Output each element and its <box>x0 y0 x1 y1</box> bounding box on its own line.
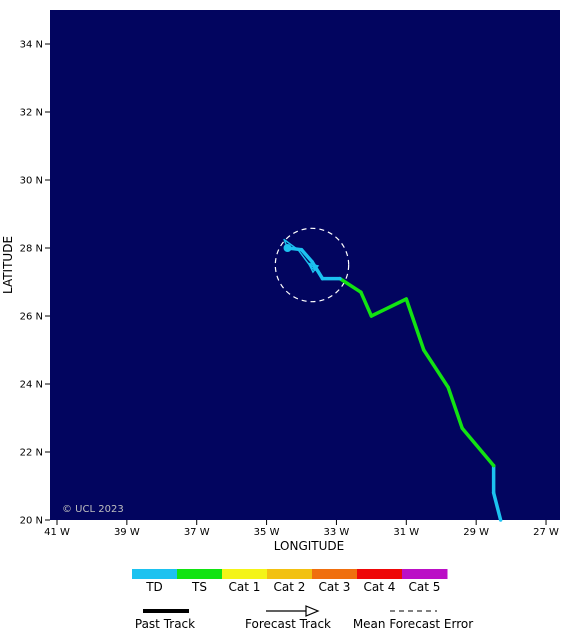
legend-label-cat-2: Cat 2 <box>274 580 306 594</box>
legend-swatch-td <box>132 569 178 579</box>
forecast-track-line <box>283 238 320 273</box>
past-track-segment <box>446 385 464 430</box>
x-tick-label: 35 W <box>254 527 280 538</box>
ocean-background <box>50 10 560 520</box>
y-tick-label: 30 N <box>20 176 43 187</box>
past-track-segment <box>369 297 409 318</box>
past-track-layer <box>283 244 503 522</box>
y-axis-ticks: 20 N 22 N 24 N 26 N 28 N 30 N 32 N 34 N <box>20 40 50 527</box>
x-tick-label: 41 W <box>44 527 70 538</box>
legend-label-cat-1: Cat 1 <box>229 580 261 594</box>
x-tick-label: 31 W <box>393 527 419 538</box>
forecast-track-layer <box>283 238 320 274</box>
x-tick-label: 27 W <box>533 527 559 538</box>
map-plot-area: 41 W 39 W 37 W 35 W 33 W 31 W 29 W 27 W 20 N 22 … <box>20 10 560 538</box>
legend-label-cat-5: Cat 5 <box>409 580 441 594</box>
legend-label-cat-4: Cat 4 <box>364 580 396 594</box>
y-tick-label: 24 N <box>20 380 43 391</box>
forecast-arrowhead <box>307 262 320 274</box>
y-tick-label: 26 N <box>20 312 43 323</box>
y-axis-title: LATITUDE <box>1 236 15 294</box>
error-cone-layer <box>274 227 350 303</box>
legend-swatch-cat-3 <box>312 569 358 579</box>
x-axis-ticks: 41 W 39 W 37 W 35 W 33 W 31 W 29 W 27 W <box>44 520 559 538</box>
x-axis-title: LONGITUDE <box>274 539 344 553</box>
past-track-segment <box>460 426 496 468</box>
legend-label-td: TD <box>145 580 163 594</box>
y-tick-label: 32 N <box>20 108 43 119</box>
y-tick-label: 22 N <box>20 448 43 459</box>
mean-forecast-error-circle <box>274 227 350 303</box>
copyright-text: © UCL 2023 <box>62 504 124 515</box>
past-track-segment <box>491 491 503 522</box>
x-tick-label: 33 W <box>324 527 350 538</box>
mean-error-legend-label: Mean Forecast Error <box>353 617 473 631</box>
past-track-segment <box>422 348 450 390</box>
past-track-legend-label: Past Track <box>135 617 195 631</box>
y-tick-label: 34 N <box>20 40 43 51</box>
legend-swatch-cat-1 <box>222 569 268 579</box>
past-track-segment <box>404 297 426 352</box>
y-tick-label: 20 N <box>20 516 43 527</box>
x-tick-label: 29 W <box>463 527 489 538</box>
forecast-arrow-icon <box>305 605 320 617</box>
track-type-legend: Past Track Forecast Track Mean Forecast … <box>135 605 473 631</box>
past-track-segment <box>299 247 314 264</box>
forecast-track-legend-label: Forecast Track <box>245 617 331 631</box>
y-tick-label: 28 N <box>20 244 43 255</box>
x-tick-label: 39 W <box>114 527 140 538</box>
legend-label-cat-3: Cat 3 <box>319 580 351 594</box>
legend-swatch-cat-2 <box>267 569 313 579</box>
x-tick-label: 37 W <box>184 527 210 538</box>
past-track-segment <box>359 290 374 318</box>
legend-label-ts: TS <box>191 580 207 594</box>
legend-swatch-ts <box>177 569 223 579</box>
category-legend: TD TS Cat 1 Cat 2 Cat 3 Cat 4 Cat 5 <box>132 569 448 594</box>
past-track-segment <box>338 276 363 294</box>
legend-swatch-cat-5 <box>402 569 448 579</box>
legend-swatch-cat-4 <box>357 569 403 579</box>
